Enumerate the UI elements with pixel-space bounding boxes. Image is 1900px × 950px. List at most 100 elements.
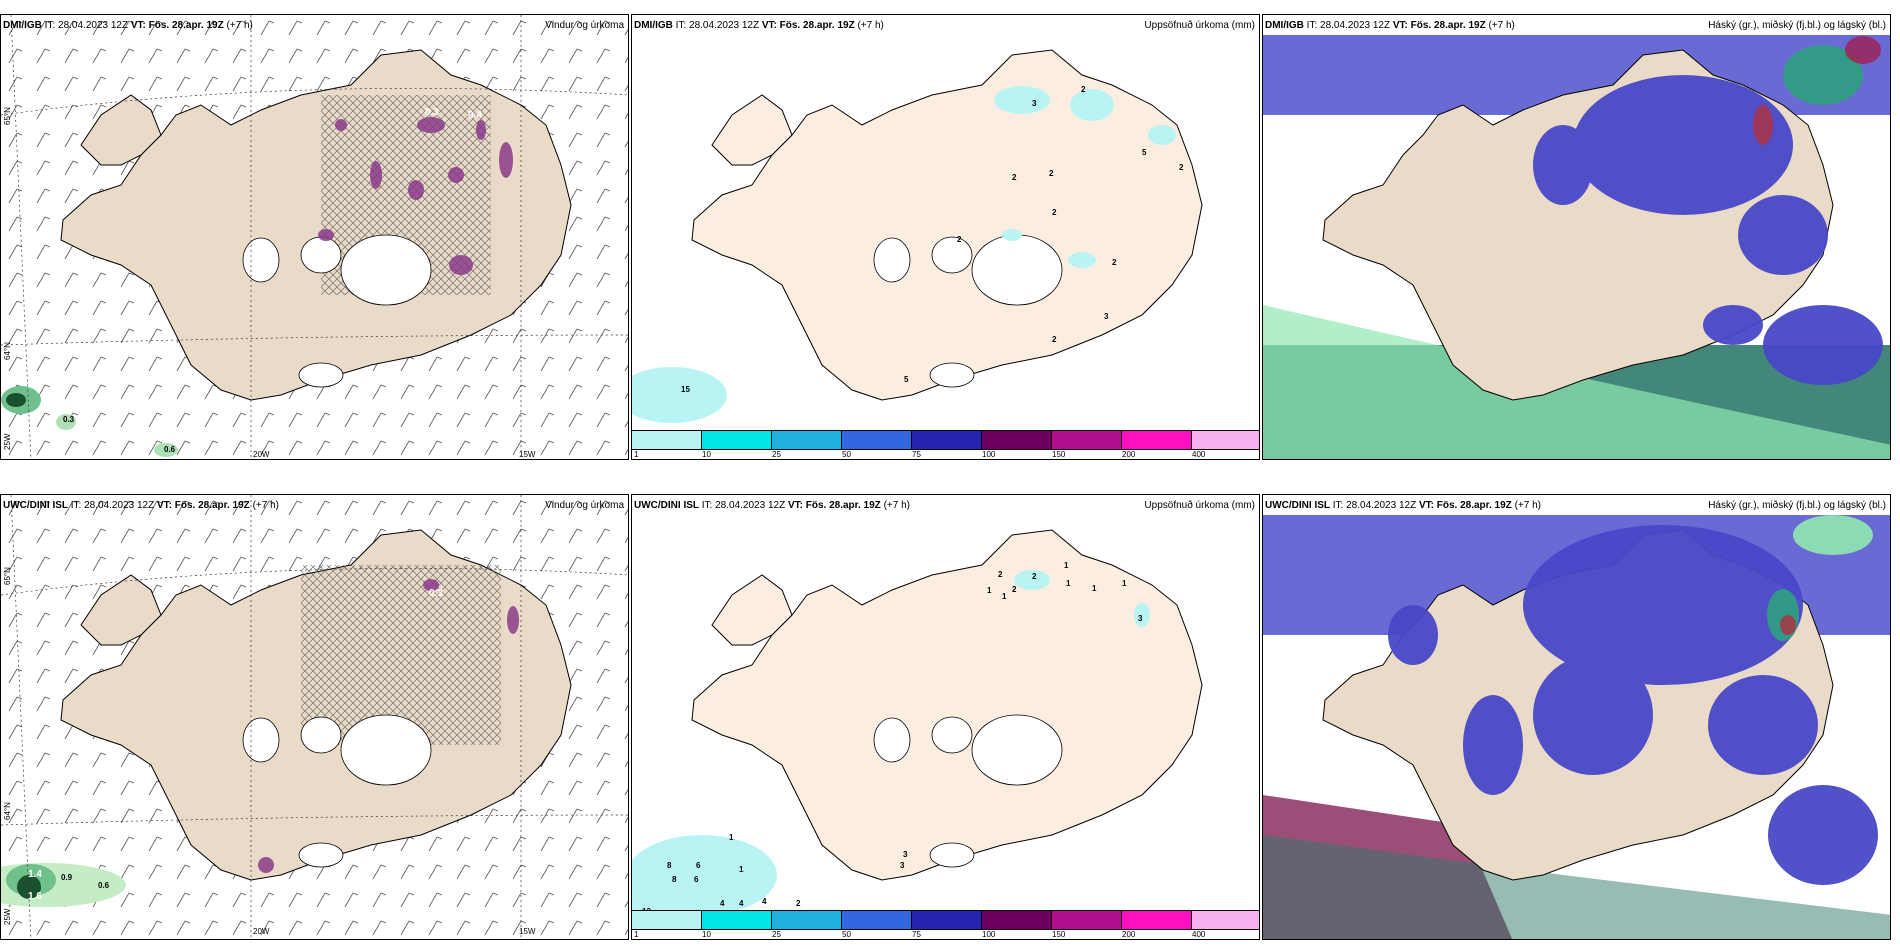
- it-label: IT:: [1307, 20, 1318, 31]
- colorbar-segment: [1121, 911, 1191, 929]
- wind-label: 1.4: [28, 869, 42, 880]
- panel-dmi-accum: DMI/IGB IT: 28.04.2023 12Z VT: Fös. 28.a…: [631, 14, 1260, 460]
- it-value: 28.04.2023 12Z: [58, 20, 128, 31]
- cloud-map: [1263, 495, 1891, 940]
- colorbar-tick: 100: [982, 450, 995, 459]
- vt-value: Fös. 28.apr. 19Z: [1411, 20, 1486, 31]
- colorbar-tick: 10: [702, 930, 711, 939]
- panel-title: Vindur og úrkoma: [545, 19, 624, 33]
- vt-label: VT:: [131, 20, 146, 31]
- accum-label: 1: [1002, 592, 1006, 601]
- colorbar-tick: 200: [1122, 930, 1135, 939]
- colorbar-segment: [632, 911, 701, 929]
- accum-label: 1: [1092, 584, 1096, 593]
- colorbar-segment: [841, 431, 911, 449]
- wind-label: 0.6: [164, 445, 175, 454]
- it-label: IT:: [676, 20, 687, 31]
- panel-header: DMI/IGB IT: 28.04.2023 12Z VT: Fös. 28.a…: [634, 19, 1255, 33]
- it-label: IT:: [71, 500, 82, 511]
- accum-label: 2: [998, 570, 1002, 579]
- accum-label: 2: [1052, 208, 1056, 217]
- model-name: DMI/IGB: [3, 20, 42, 31]
- vt-value: Fös. 28.apr. 19Z: [149, 20, 224, 31]
- accum-label: 15: [681, 385, 690, 394]
- it-value: 28.04.2023 12Z: [1320, 20, 1390, 31]
- vt-value: Fös. 28.apr. 19Z: [806, 500, 881, 511]
- colorbar-tick: 50: [842, 450, 851, 459]
- accum-label: 2: [1032, 572, 1036, 581]
- lead-time: (+7 h): [226, 20, 252, 31]
- colorbar-tick: 75: [912, 450, 921, 459]
- colorbar-tick: 25: [772, 930, 781, 939]
- accum-label: 5: [904, 375, 908, 384]
- accum-label: 2: [1081, 85, 1085, 94]
- panel-title: Háský (gr.), miðský (fj.bl.) og lágský (…: [1708, 19, 1886, 33]
- colorbar: [632, 430, 1260, 450]
- lead-time: (+7 h): [1515, 500, 1541, 511]
- wind-label: 0.6: [98, 881, 109, 890]
- lon-label: 20W: [253, 927, 269, 936]
- wind-map: [1, 15, 629, 460]
- colorbar-segment: [632, 431, 701, 449]
- colorbar-segment: [771, 911, 841, 929]
- accum-label: 2: [1049, 169, 1053, 178]
- wind-map: [1, 495, 629, 940]
- vt-label: VT:: [157, 500, 172, 511]
- colorbar-segment: [841, 911, 911, 929]
- panel-header: UWC/DINI ISL IT: 28.04.2023 12Z VT: Fös.…: [634, 499, 1255, 513]
- it-value: 28.04.2023 12Z: [84, 500, 154, 511]
- wind-label: 0.3: [63, 415, 74, 424]
- colorbar-tick: 100: [982, 930, 995, 939]
- wind-label: 0.3: [429, 588, 443, 599]
- lead-time: (+7 h): [857, 20, 883, 31]
- panel-dmi-wind: DMI/IGB IT: 28.04.2023 12Z VT: Fös. 28.a…: [0, 14, 629, 460]
- lead-time: (+7 h): [884, 500, 910, 511]
- model-name: UWC/DINI ISL: [1265, 500, 1330, 511]
- colorbar-segment: [1191, 911, 1260, 929]
- accum-label: 2: [796, 899, 800, 908]
- wind-label: 1.6: [28, 891, 42, 902]
- colorbar-tick: 1: [634, 930, 638, 939]
- panel-title: Vindur og úrkoma: [545, 499, 624, 513]
- accum-label: 1: [739, 865, 743, 874]
- accum-label: 2: [1179, 163, 1183, 172]
- colorbar-segment: [981, 431, 1051, 449]
- colorbar-tick: 50: [842, 930, 851, 939]
- model-name: DMI/IGB: [634, 20, 673, 31]
- vt-label: VT:: [1393, 20, 1408, 31]
- accum-label: 3: [1104, 312, 1108, 321]
- colorbar-tick: 1: [634, 450, 638, 459]
- cloud-map: [1263, 15, 1891, 460]
- it-value: 28.04.2023 12Z: [689, 20, 759, 31]
- lead-time: (+7 h): [253, 500, 279, 511]
- it-label: IT:: [702, 500, 713, 511]
- accum-label: 2: [1112, 258, 1116, 267]
- colorbar-tick: 150: [1052, 450, 1065, 459]
- panel-header: DMI/IGB IT: 28.04.2023 12Z VT: Fös. 28.a…: [3, 19, 624, 33]
- vt-label: VT:: [1419, 500, 1434, 511]
- wind-label: 0.4: [468, 110, 482, 121]
- colorbar-segment: [1051, 431, 1121, 449]
- accum-label: 8: [672, 875, 676, 884]
- it-label: IT:: [45, 20, 56, 31]
- colorbar-tick: 400: [1192, 450, 1205, 459]
- colorbar-tick: 400: [1192, 930, 1205, 939]
- lead-time: (+7 h): [1488, 20, 1514, 31]
- colorbar-segment: [911, 431, 981, 449]
- accum-map: [632, 495, 1260, 940]
- lat-label: 65°N: [3, 107, 12, 125]
- accum-label: 2: [1012, 585, 1016, 594]
- accum-label: 1: [1066, 579, 1070, 588]
- panel-header: UWC/DINI ISL IT: 28.04.2023 12Z VT: Fös.…: [3, 499, 624, 513]
- panel-header: UWC/DINI ISL IT: 28.04.2023 12Z VT: Fös.…: [1265, 499, 1886, 513]
- vt-value: Fös. 28.apr. 19Z: [1437, 500, 1512, 511]
- accum-label: 5: [1142, 148, 1146, 157]
- colorbar-ticks: 1 10 25 50 75 100 150 200 400: [632, 930, 1260, 939]
- lat-label: 25W: [3, 434, 12, 450]
- colorbar: [632, 910, 1260, 930]
- colorbar-tick: 25: [772, 450, 781, 459]
- vt-label: VT:: [788, 500, 803, 511]
- accum-label: 4: [720, 899, 724, 908]
- colorbar-tick: 10: [702, 450, 711, 459]
- panel-header: DMI/IGB IT: 28.04.2023 12Z VT: Fös. 28.a…: [1265, 19, 1886, 33]
